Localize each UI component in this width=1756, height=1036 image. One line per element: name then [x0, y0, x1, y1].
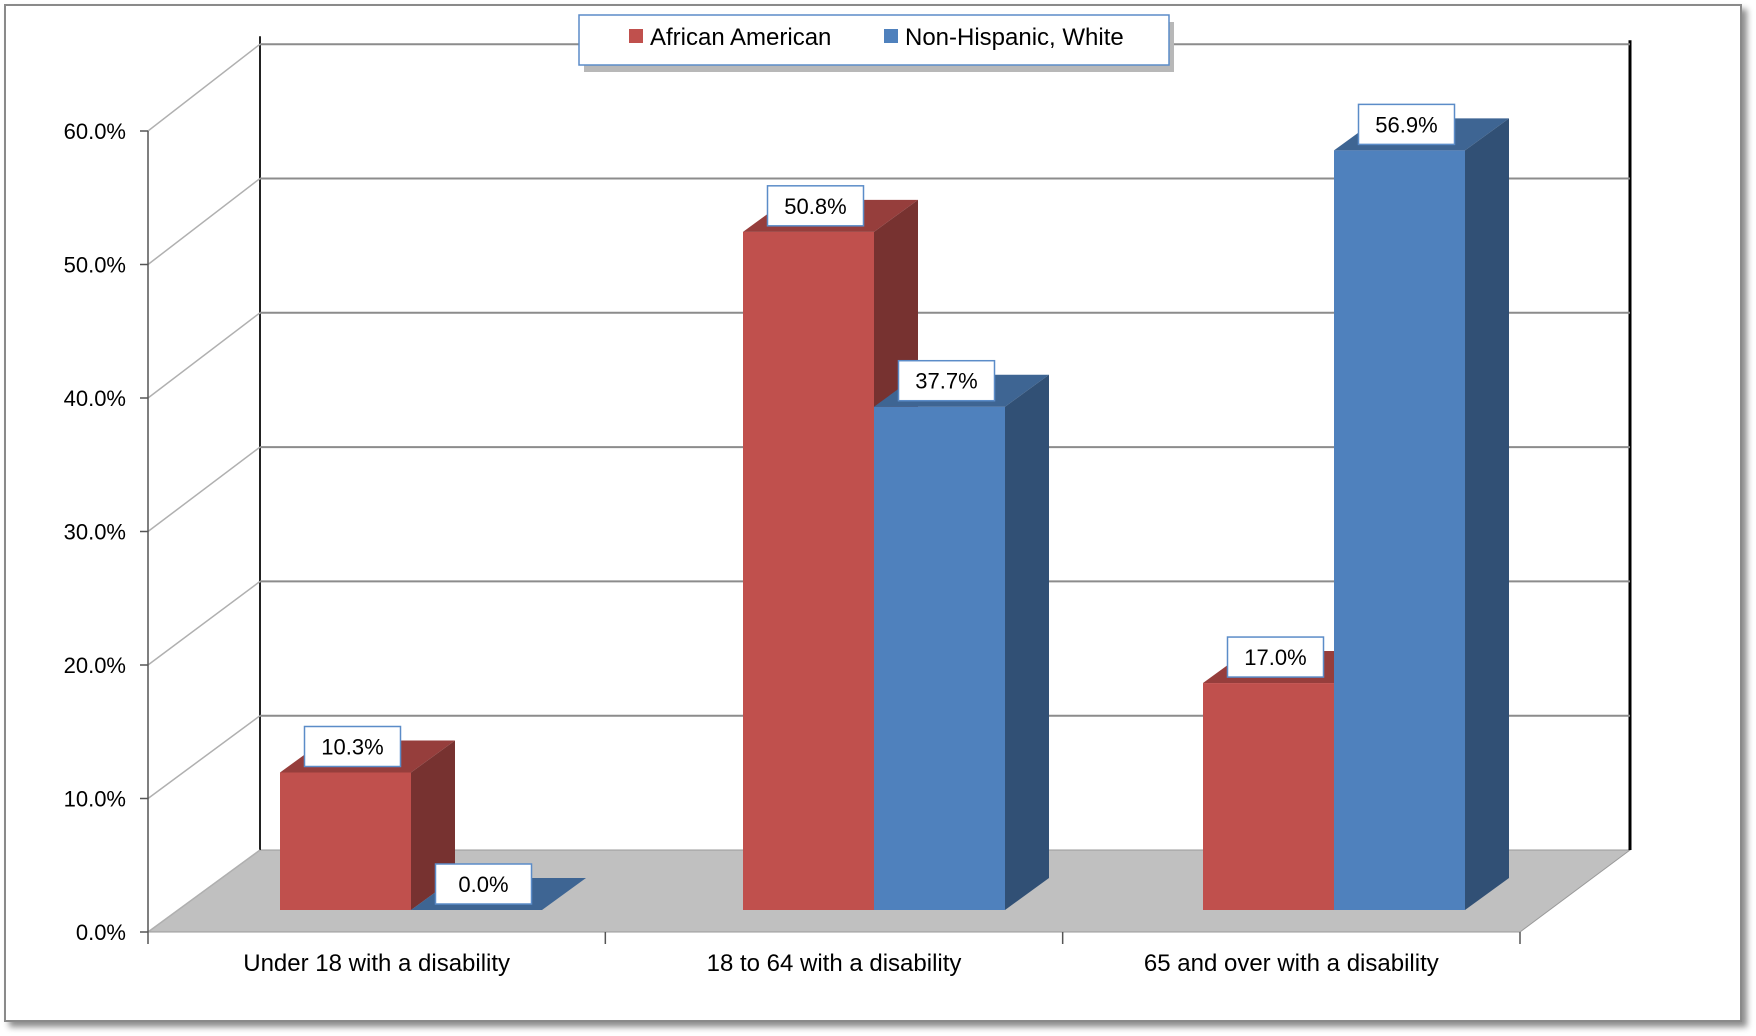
data-label-non-hispanic-white-65-and-over-with-a-disability: 56.9%	[1357, 103, 1456, 146]
data-label-non-hispanic-white-18-to-64-with-a-disability: 37.7%	[897, 359, 996, 402]
bar-non-hispanic-white-65-and-over-with-a-disability	[1334, 118, 1509, 910]
side-wall-line-20	[147, 580, 261, 666]
data-label-box	[434, 863, 533, 905]
data-label-value: 56.9%	[1375, 112, 1437, 137]
data-labels: 10.3% 0.0% 50.8% 37.7% 17.0% 56.9%	[303, 103, 1456, 905]
x-category-label-under-18-with-a-disability: Under 18 with a disability	[243, 950, 510, 977]
bar-front	[874, 406, 1005, 910]
y-tick-label-20: 20.0%	[64, 653, 126, 678]
x-category-label-65-and-over-with-a-disability: 65 and over with a disability	[1144, 950, 1439, 977]
data-label-value: 50.8%	[784, 194, 846, 219]
data-label-box	[766, 185, 865, 227]
data-label-value: 0.0%	[458, 872, 508, 897]
bar-non-hispanic-white-18-to-64-with-a-disability	[874, 374, 1049, 911]
legend-swatch-non-hispanic-white	[884, 29, 898, 43]
data-label-african-american-under-18-with-a-disability: 10.3%	[303, 725, 402, 768]
y-tick-label-60: 60.0%	[64, 119, 126, 144]
data-label-non-hispanic-white-under-18-with-a-disability: 0.0%	[434, 863, 533, 905]
side-wall-line-0	[147, 849, 261, 933]
bar-front	[280, 772, 411, 910]
legend-label-african-american: African American	[650, 24, 831, 51]
bars	[280, 118, 1509, 911]
side-wall-line-60	[147, 43, 261, 132]
data-label-african-american-18-to-64-with-a-disability: 50.8%	[766, 185, 865, 227]
y-tick-label-30: 30.0%	[64, 520, 126, 545]
side-wall-line-50	[147, 177, 261, 266]
side-wall-line-40	[147, 312, 261, 399]
bar-front	[743, 231, 874, 910]
legend: African American Non-Hispanic, White	[578, 14, 1174, 72]
legend-box	[578, 14, 1170, 66]
side-wall-line-10	[147, 715, 261, 800]
y-tick-label-0: 0.0%	[76, 920, 126, 945]
bar-side	[1005, 374, 1049, 911]
y-tick-label-10: 10.0%	[64, 787, 126, 812]
data-label-box	[1226, 636, 1325, 678]
x-category-label-18-to-64-with-a-disability: 18 to 64 with a disability	[707, 950, 962, 977]
data-label-value: 10.3%	[321, 734, 383, 759]
bar-side	[1465, 118, 1509, 910]
axes: 0.0% 10.0% 20.0% 30.0% 40.0% 50.0% 60.0% Under …	[64, 119, 1521, 977]
y-tick-label-50: 50.0%	[64, 253, 126, 278]
legend-swatch-african-american	[629, 29, 643, 43]
y-tick-label-40: 40.0%	[64, 386, 126, 411]
data-label-value: 17.0%	[1244, 645, 1306, 670]
side-wall-line-30	[147, 446, 261, 533]
data-label-box	[1357, 103, 1456, 146]
data-label-box	[897, 359, 996, 402]
data-label-box	[303, 725, 402, 768]
legend-label-non-hispanic-white: Non-Hispanic, White	[905, 24, 1124, 51]
data-label-african-american-65-and-over-with-a-disability: 17.0%	[1226, 636, 1325, 678]
bar-front	[1334, 150, 1465, 910]
data-label-value: 37.7%	[915, 369, 977, 394]
bar-front	[1203, 683, 1334, 910]
